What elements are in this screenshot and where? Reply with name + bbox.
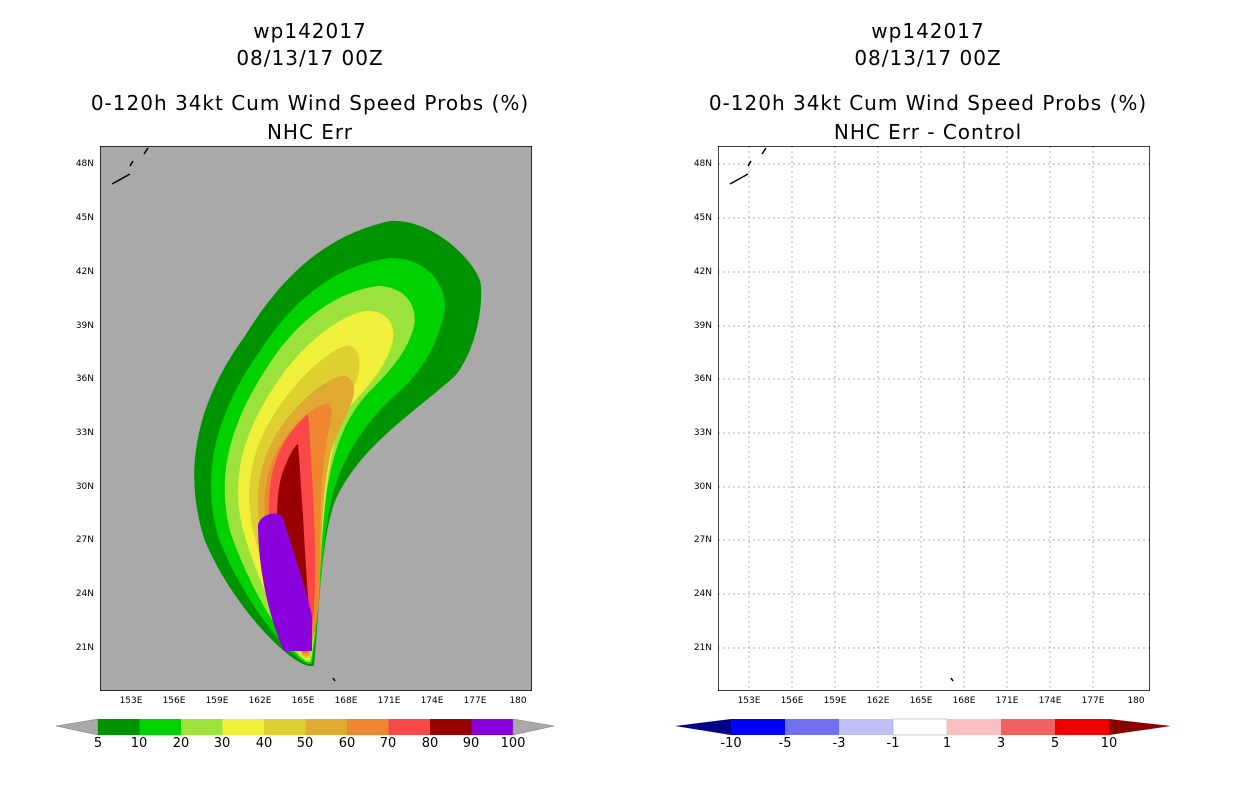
left-cb-label-80: 80 — [421, 736, 439, 751]
left-probability-map — [100, 146, 532, 691]
left-lat-label-27n: 27N — [75, 535, 94, 545]
right-map-gridlines — [718, 146, 1150, 691]
left-cb-label-50: 50 — [296, 736, 314, 751]
right-lon-label-177e: 177E — [1081, 696, 1105, 706]
right-lat-label-27n: 27N — [693, 535, 712, 545]
left-lat-label-48n: 48N — [75, 159, 94, 169]
left-lat-label-36n: 36N — [75, 374, 94, 384]
left-lat-label-24n: 24N — [75, 589, 94, 599]
left-cb-label-30: 30 — [213, 736, 231, 751]
left-subtitle: NHC Err — [266, 120, 354, 144]
right-lon-label-159e: 159E — [823, 696, 847, 706]
left-cb-label-5: 5 — [93, 736, 103, 751]
left-colorbar-bin-70-80 — [388, 719, 430, 735]
right-lon-label-165e: 165E — [909, 696, 933, 706]
left-lat-label-39n: 39N — [75, 321, 94, 331]
left-colorbar-under-arrow — [56, 718, 99, 736]
right-colorbar-bin-3-5 — [1001, 719, 1055, 735]
left-colorbar-bin-30-40 — [222, 719, 264, 735]
left-lon-label-159e: 159E — [205, 696, 229, 706]
right-lat-label-45n: 45N — [693, 213, 712, 223]
left-lon-label-177e: 177E — [463, 696, 487, 706]
left-cb-label-40: 40 — [255, 736, 273, 751]
right-colorbar-bin-1-3 — [947, 719, 1001, 735]
left-lon-label-165e: 165E — [291, 696, 315, 706]
right-colorbar-bin-5-10 — [1055, 719, 1109, 735]
left-colorbar-bin-20-30 — [181, 719, 223, 735]
right-colorbar-bin-neg1-1 — [892, 718, 948, 736]
left-colorbar-bin-5-10 — [98, 719, 140, 735]
left-lon-label-153e: 153E — [119, 696, 143, 706]
left-lon-label-168e: 168E — [334, 696, 358, 706]
left-colorbar-bin-60-70 — [347, 719, 389, 735]
left-lat-label-42n: 42N — [75, 267, 94, 277]
right-difference-map — [718, 146, 1150, 691]
right-cb-label-neg5: -5 — [778, 736, 792, 751]
right-lat-label-30n: 30N — [693, 482, 712, 492]
right-cb-label-3: 3 — [996, 736, 1006, 751]
right-colorbar-bin-neg5-neg3 — [785, 719, 839, 735]
left-coastline — [111, 147, 336, 682]
left-lon-label-156e: 156E — [162, 696, 186, 706]
right-lat-label-39n: 39N — [693, 321, 712, 331]
right-lat-label-24n: 24N — [693, 589, 712, 599]
right-colorbar-under-arrow — [675, 719, 731, 735]
left-storm-id: wp142017 — [253, 19, 367, 43]
right-lat-label-48n: 48N — [693, 159, 712, 169]
left-lon-label-180: 180 — [509, 696, 527, 706]
right-cb-label-neg3: -3 — [832, 736, 846, 751]
left-colorbar-bin-10-20 — [139, 719, 181, 735]
left-lon-label-171e: 171E — [377, 696, 401, 706]
right-lon-label-168e: 168E — [952, 696, 976, 706]
left-cb-label-60: 60 — [338, 736, 356, 751]
right-storm-id: wp142017 — [871, 19, 985, 43]
right-lat-label-21n: 21N — [693, 643, 712, 653]
left-lat-label-33n: 33N — [75, 428, 94, 438]
right-cb-label-neg1: -1 — [886, 736, 900, 751]
left-datetime: 08/13/17 00Z — [236, 46, 384, 70]
right-lon-label-162e: 162E — [866, 696, 890, 706]
left-colorbar-bin-80-90 — [430, 719, 472, 735]
right-colorbar-bin-neg3-neg1 — [839, 719, 893, 735]
right-lon-label-156e: 156E — [780, 696, 804, 706]
left-lon-label-162e: 162E — [248, 696, 272, 706]
right-cb-label-neg10: -10 — [720, 736, 742, 751]
right-lat-label-33n: 33N — [693, 428, 712, 438]
right-subtitle: NHC Err - Control — [833, 120, 1023, 144]
right-colorbar-over-arrow — [1109, 719, 1171, 735]
left-product-title: 0-120h 34kt Cum Wind Speed Probs (%) — [90, 91, 530, 115]
right-coastline — [729, 147, 954, 682]
left-lat-label-30n: 30N — [75, 482, 94, 492]
right-lon-label-180: 180 — [1127, 696, 1145, 706]
right-cb-label-5: 5 — [1050, 736, 1060, 751]
right-lat-label-36n: 36N — [693, 374, 712, 384]
right-colorbar-bin-neg10-neg5 — [731, 719, 785, 735]
right-product-title: 0-120h 34kt Cum Wind Speed Probs (%) — [708, 91, 1148, 115]
right-lat-label-42n: 42N — [693, 267, 712, 277]
left-lon-label-174e: 174E — [420, 696, 444, 706]
right-cb-label-1: 1 — [942, 736, 952, 751]
left-lat-label-21n: 21N — [75, 643, 94, 653]
left-cb-label-70: 70 — [379, 736, 397, 751]
right-lon-label-153e: 153E — [737, 696, 761, 706]
left-colorbar-bin-40-50 — [264, 719, 306, 735]
left-cb-label-100: 100 — [500, 736, 526, 751]
left-colorbar-bin-90-100 — [471, 719, 513, 735]
left-colorbar — [56, 718, 555, 736]
left-cb-label-20: 20 — [172, 736, 190, 751]
right-datetime: 08/13/17 00Z — [854, 46, 1002, 70]
left-colorbar-over-arrow — [512, 718, 555, 736]
left-colorbar-bin-50-60 — [305, 719, 347, 735]
right-lon-label-171e: 171E — [995, 696, 1019, 706]
contour-90 — [258, 513, 312, 651]
right-lon-label-174e: 174E — [1038, 696, 1062, 706]
left-cb-label-90: 90 — [462, 736, 480, 751]
right-cb-label-10: 10 — [1100, 736, 1118, 751]
left-lat-label-45n: 45N — [75, 213, 94, 223]
right-colorbar — [675, 718, 1171, 736]
left-cb-label-10: 10 — [130, 736, 148, 751]
